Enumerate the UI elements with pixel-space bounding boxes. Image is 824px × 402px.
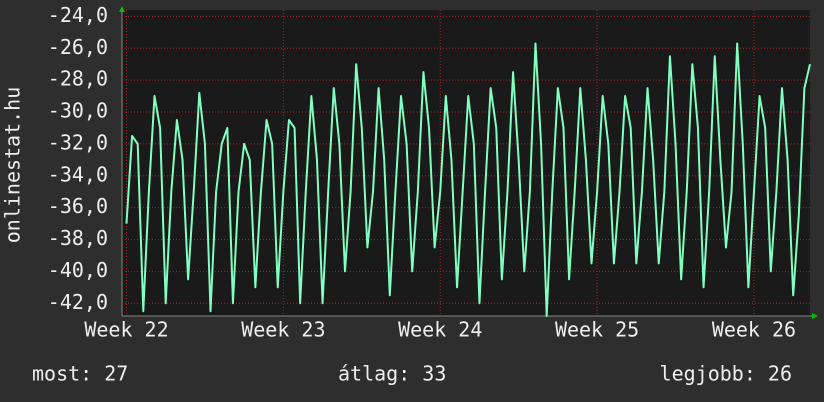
x-tick-label: Week 24 — [398, 318, 482, 342]
y-tick-label: -38,0 — [48, 226, 108, 250]
x-tick-label: Week 23 — [241, 318, 325, 342]
x-tick-label: Week 22 — [84, 318, 168, 342]
footer-best: legjobb: 26 — [660, 362, 792, 386]
footer-current: most: 27 — [32, 362, 128, 386]
y-tick-label: -36,0 — [48, 194, 108, 218]
plot-area — [122, 10, 810, 316]
y-tick-label: -28,0 — [48, 67, 108, 91]
x-tick-label: Week 26 — [712, 318, 796, 342]
y-tick-label: -32,0 — [48, 130, 108, 154]
y-tick-label: -42,0 — [48, 290, 108, 314]
y-tick-label: -34,0 — [48, 162, 108, 186]
y-arrow — [119, 6, 125, 12]
y-tick-label: -26,0 — [48, 35, 108, 59]
footer-average: átlag: 33 — [338, 362, 446, 386]
data-line — [125, 42, 811, 317]
x-tick-label: Week 25 — [555, 318, 639, 342]
y-axis-label: onlinestat.hu — [1, 87, 25, 244]
y-tick-label: -24,0 — [48, 3, 108, 27]
y-tick-label: -40,0 — [48, 258, 108, 282]
x-arrow — [812, 313, 818, 319]
y-tick-label: -30,0 — [48, 99, 108, 123]
